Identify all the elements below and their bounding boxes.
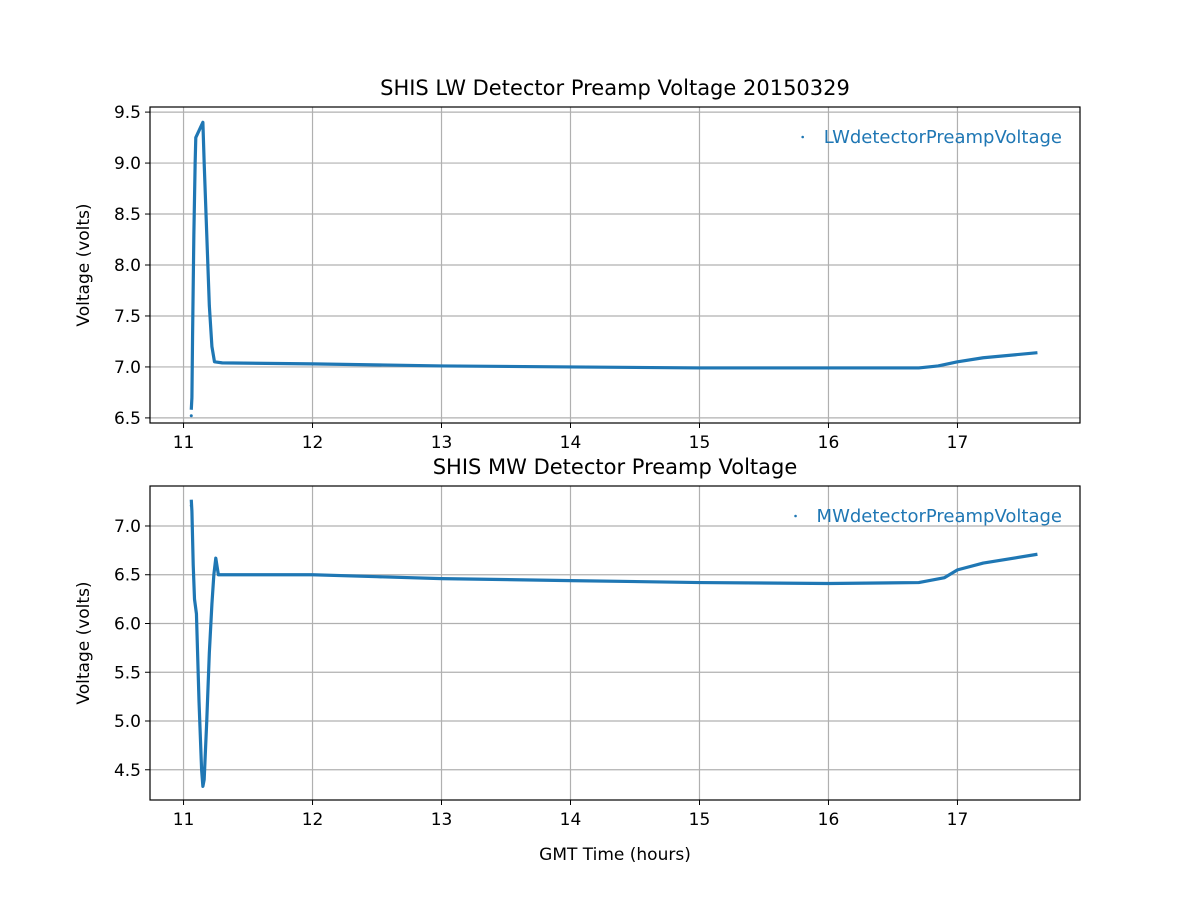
x-tick-label: 14	[560, 810, 582, 830]
x-tick-label: 13	[431, 433, 453, 453]
x-tick-label: 12	[302, 433, 324, 453]
x-tick-label: 12	[302, 810, 324, 830]
y-tick-label: 9.0	[114, 154, 141, 174]
x-tick-label: 11	[173, 810, 195, 830]
x-tick-label: 11	[173, 433, 195, 453]
x-tick-label: 15	[689, 810, 711, 830]
legend-marker	[794, 514, 797, 518]
subplot-1: 11 12 13 14 15 16 17 4.5 5.0 5.5 6.0 6.5 7.0 MWdetect…	[74, 455, 1081, 865]
x-tick-label: 17	[947, 433, 969, 453]
y-axis-label: Voltage (volts)	[74, 581, 94, 704]
y-tick-label: 5.0	[114, 712, 141, 732]
x-tick-label: 15	[689, 433, 711, 453]
y-tick-label: 7.0	[114, 517, 141, 537]
plot-frame	[149, 106, 1081, 424]
y-tick-label: 6.5	[114, 566, 141, 586]
chart-title: SHIS MW Detector Preamp Voltage	[433, 455, 798, 479]
x-tick-label: 16	[818, 433, 840, 453]
x-axis-label: GMT Time (hours)	[539, 845, 691, 865]
y-tick-label: 4.5	[114, 761, 141, 781]
x-tick-label: 14	[560, 433, 582, 453]
y-tick-label: 5.5	[114, 663, 141, 683]
y-tick-label: 7.0	[114, 358, 141, 378]
data-point	[189, 504, 193, 508]
y-tick-label: 6.5	[114, 409, 141, 429]
x-tick-label: 13	[431, 810, 453, 830]
y-tick-label: 9.5	[114, 103, 141, 123]
series-line	[189, 120, 1038, 410]
y-tick-label: 8.0	[114, 256, 141, 276]
y-tick-label: 8.5	[114, 205, 141, 225]
x-tick-label: 17	[947, 810, 969, 830]
x-tick-label: 16	[818, 810, 840, 830]
legend-label: MWdetectorPreampVoltage	[817, 506, 1062, 527]
plot-frame	[149, 485, 1081, 801]
legend-marker	[801, 135, 804, 139]
y-axis-label: Voltage (volts)	[74, 203, 94, 326]
data-point	[189, 414, 193, 418]
series-line	[189, 499, 1038, 788]
chart-title: SHIS LW Detector Preamp Voltage 20150329	[380, 76, 850, 100]
y-tick-label: 6.0	[114, 614, 141, 634]
subplot-0: 11 12 13 14 15 16 17 6.5 7.0 7.5 8.0 8.5 9.0 9.5 LWdet…	[74, 76, 1081, 453]
legend-label: LWdetectorPreampVoltage	[824, 127, 1062, 148]
y-tick-label: 7.5	[114, 307, 141, 327]
